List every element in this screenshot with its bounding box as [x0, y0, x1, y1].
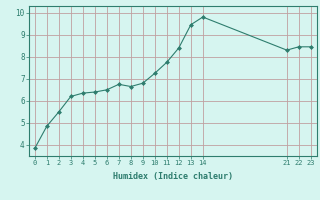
- X-axis label: Humidex (Indice chaleur): Humidex (Indice chaleur): [113, 172, 233, 181]
